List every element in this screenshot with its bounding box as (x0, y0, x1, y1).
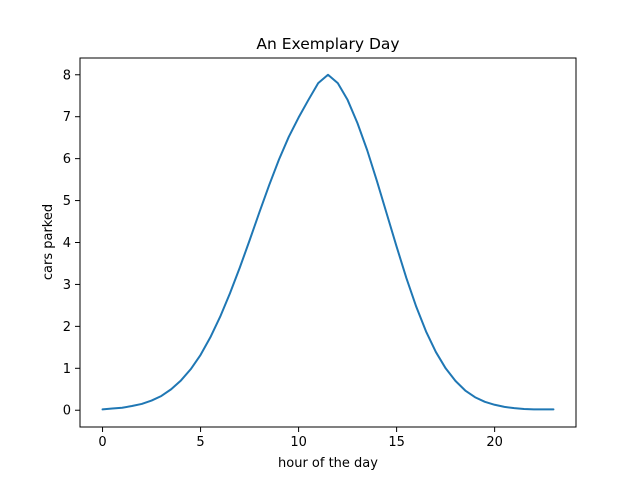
y-tick-label: 7 (63, 110, 71, 125)
y-tick-label: 6 (63, 152, 71, 167)
x-tick-label: 20 (486, 435, 503, 450)
y-tick-label: 4 (63, 236, 71, 251)
chart-title: An Exemplary Day (256, 35, 399, 53)
y-tick-label: 1 (63, 362, 71, 377)
series-line (101, 73, 555, 411)
x-tick-label: 15 (388, 435, 405, 450)
y-tick-label: 3 (63, 278, 71, 293)
x-tick-label: 5 (196, 435, 204, 450)
x-tick-label: 10 (290, 435, 307, 450)
x-axis: 0 5 10 15 20 (98, 427, 503, 450)
y-tick-label: 8 (63, 68, 71, 83)
y-tick-label: 0 (63, 404, 71, 419)
y-axis-label: cars parked (41, 204, 56, 280)
x-tick-label: 0 (98, 435, 106, 450)
y-tick-label: 2 (63, 320, 71, 335)
y-axis: 0 1 2 3 4 5 6 7 8 (63, 68, 80, 419)
y-tick-label: 5 (63, 194, 71, 209)
x-axis-label: hour of the day (278, 456, 378, 471)
